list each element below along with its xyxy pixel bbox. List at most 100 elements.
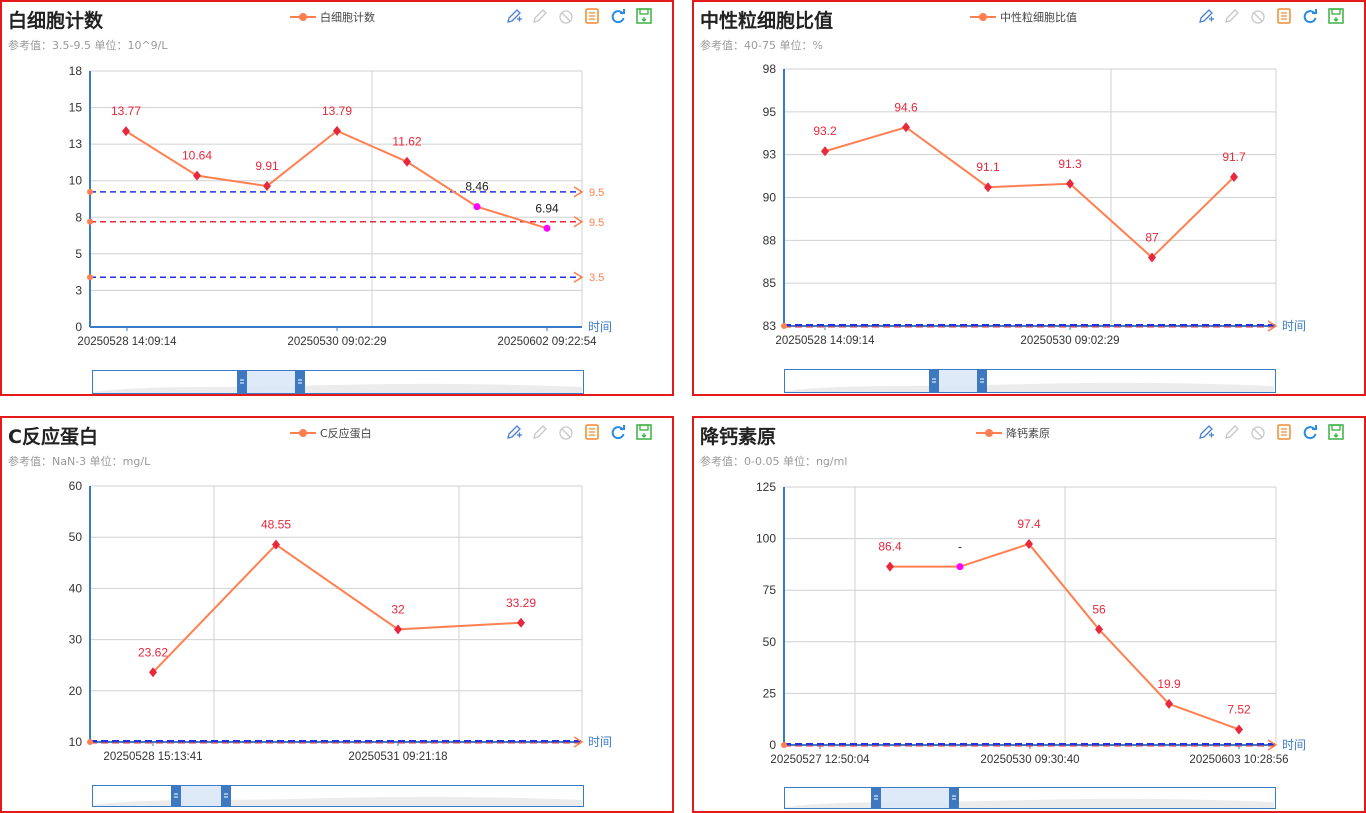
handle-grip <box>932 378 936 383</box>
datazoom-track[interactable] <box>784 369 1276 393</box>
data-point <box>984 182 992 193</box>
datazoom-handle-left[interactable] <box>929 369 939 393</box>
legend-swatch <box>970 12 996 22</box>
datazoom-window <box>176 786 226 806</box>
datazoom-handle-right[interactable] <box>295 370 305 394</box>
chart-subtitle: 参考值：3.5-9.5 单位：10^9/L <box>8 39 168 52</box>
legend-item[interactable]: 中性粒细胞比值 <box>970 9 1077 25</box>
reference-line-arrow <box>573 186 584 198</box>
trash-icon[interactable] <box>557 423 575 441</box>
pencil-icon[interactable] <box>1223 423 1241 441</box>
handle-bar <box>949 787 959 809</box>
legend-label: 降钙素原 <box>1006 427 1050 440</box>
datazoom-slider[interactable] <box>92 370 584 394</box>
y-tick-label: 125 <box>756 480 776 494</box>
legend-swatch <box>976 428 1002 438</box>
data-label: 87 <box>1145 230 1159 244</box>
refresh-icon[interactable] <box>1301 7 1319 25</box>
series-line <box>152 543 522 673</box>
panel-crp: C反应蛋白 参考值：NaN-3 单位：mg/L C反应蛋白 10 20 30 40 50… <box>0 416 674 813</box>
datazoom-track[interactable] <box>92 370 584 394</box>
data-label: 91.1 <box>976 160 1000 174</box>
reference-line-arrow <box>573 216 584 228</box>
data-point <box>956 563 964 571</box>
pencil-icon[interactable] <box>531 423 549 441</box>
legend-swatch <box>290 12 316 22</box>
handle-bar <box>171 785 181 807</box>
line-chart: 10 20 30 40 50 60 时间 20250528 15:13:41 20250531 … <box>69 479 612 763</box>
refresh-icon[interactable] <box>1301 423 1319 441</box>
y-tick-label: 93 <box>763 148 777 162</box>
datazoom-handle-left[interactable] <box>171 785 181 807</box>
y-tick-label: 75 <box>763 583 777 597</box>
datazoom-track[interactable] <box>92 785 584 807</box>
save-icon[interactable] <box>635 423 653 441</box>
pencil-plus-icon[interactable] <box>1197 7 1215 25</box>
reference-line-start <box>781 742 787 748</box>
y-tick-label: 15 <box>69 101 83 115</box>
save-icon[interactable] <box>635 7 653 25</box>
datazoom-handle-left[interactable] <box>237 370 247 394</box>
datazoom-track[interactable] <box>784 787 1276 809</box>
data-point <box>1165 698 1173 709</box>
handle-grip <box>240 379 244 384</box>
reference-line-arrow <box>573 736 584 748</box>
pencil-icon[interactable] <box>531 7 549 25</box>
datazoom-handle-right[interactable] <box>949 787 959 809</box>
reference-line-arrow <box>573 271 584 283</box>
reference-line-arrow <box>1267 320 1278 332</box>
data-view-icon[interactable] <box>1275 423 1293 441</box>
data-view-icon[interactable] <box>1275 7 1293 25</box>
chart-subtitle: 参考值：0-0.05 单位：ng/ml <box>700 455 848 468</box>
data-view-icon[interactable] <box>583 7 601 25</box>
pencil-plus-icon[interactable] <box>505 7 523 25</box>
legend-item[interactable]: 降钙素原 <box>976 425 1050 441</box>
pencil-icon[interactable] <box>1223 7 1241 25</box>
data-point <box>902 122 910 133</box>
pencil-plus-icon[interactable] <box>1197 423 1215 441</box>
toolbox <box>505 423 653 441</box>
datazoom-handle-right[interactable] <box>977 369 987 393</box>
legend-item[interactable]: C反应蛋白 <box>290 425 372 441</box>
trash-icon[interactable] <box>557 7 575 25</box>
handle-grip <box>874 795 878 800</box>
data-point <box>333 125 341 136</box>
chart-title: 降钙素原 <box>700 426 777 448</box>
save-icon[interactable] <box>1327 423 1345 441</box>
handle-bar <box>871 787 881 809</box>
data-label: 91.3 <box>1058 157 1082 171</box>
data-point <box>886 561 894 572</box>
datazoom-window <box>242 371 300 393</box>
data-point <box>1235 724 1243 735</box>
datazoom-shadow <box>785 382 1274 392</box>
refresh-icon[interactable] <box>609 423 627 441</box>
y-tick-label: 25 <box>763 686 777 700</box>
refresh-icon[interactable] <box>609 7 627 25</box>
datazoom-slider[interactable] <box>784 787 1276 809</box>
reference-line-start <box>87 188 93 195</box>
trash-icon[interactable] <box>1249 423 1267 441</box>
y-tick-label: 13 <box>69 137 83 151</box>
data-point <box>517 617 525 628</box>
data-view-icon[interactable] <box>583 423 601 441</box>
plot-area: 0 25 50 75 100 125 时间 20250527 12:50:04 20250530… <box>756 480 1306 766</box>
data-point <box>1095 624 1103 635</box>
legend-swatch <box>290 428 316 438</box>
datazoom-slider[interactable] <box>92 785 584 807</box>
data-label: 8.46 <box>465 180 489 194</box>
datazoom-handle-left[interactable] <box>871 787 881 809</box>
trash-icon[interactable] <box>1249 7 1267 25</box>
handle-bar <box>237 370 247 394</box>
x-tick-label: 20250528 14:09:14 <box>775 335 875 347</box>
chart-subtitle: 参考值：NaN-3 单位：mg/L <box>8 455 151 468</box>
datazoom-slider[interactable] <box>784 369 1276 393</box>
y-tick-label: 10 <box>69 174 83 188</box>
y-tick-label: 3 <box>75 283 82 297</box>
pencil-plus-icon[interactable] <box>505 423 523 441</box>
data-point <box>149 667 157 678</box>
y-tick-label: 90 <box>763 191 777 205</box>
x-tick-label: 20250603 10:28:56 <box>1189 754 1288 766</box>
save-icon[interactable] <box>1327 7 1345 25</box>
datazoom-handle-right[interactable] <box>221 785 231 807</box>
legend-item[interactable]: 白细胞计数 <box>290 9 375 25</box>
